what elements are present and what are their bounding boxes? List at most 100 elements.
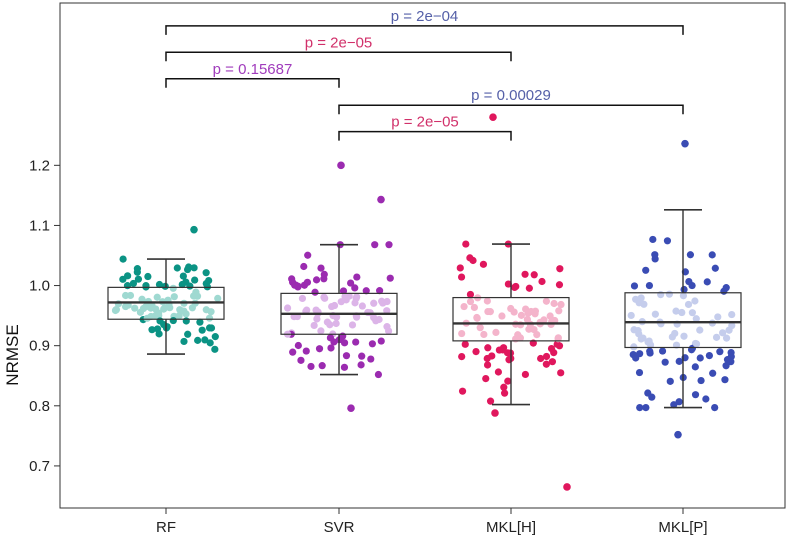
data-point <box>521 270 529 278</box>
data-point <box>466 297 475 306</box>
data-point <box>383 297 391 306</box>
data-point <box>644 389 652 397</box>
data-point <box>143 314 151 322</box>
data-point <box>691 297 699 305</box>
data-point <box>386 274 394 282</box>
bracket-line <box>165 25 684 35</box>
data-point <box>504 280 512 288</box>
x-axis: RF SVR MKL[H] MKL[P] <box>156 508 708 536</box>
y-tick-label: 0.7 <box>29 458 50 475</box>
data-point <box>367 355 375 363</box>
data-point <box>645 337 653 345</box>
data-point <box>531 310 539 318</box>
outlier-point <box>491 409 499 417</box>
data-point <box>457 273 466 281</box>
data-point <box>303 278 312 286</box>
data-point <box>317 264 325 272</box>
data-point <box>142 303 150 311</box>
data-point <box>557 300 565 309</box>
data-point <box>473 314 481 322</box>
data-point <box>340 339 349 347</box>
data-point <box>483 297 491 305</box>
data-point <box>678 308 686 317</box>
data-point <box>170 293 178 301</box>
y-tick-label: 1.1 <box>29 217 50 234</box>
data-point <box>697 376 705 385</box>
data-point <box>119 275 127 283</box>
x-tick-label: SVR <box>324 519 355 536</box>
data-point <box>348 321 357 329</box>
data-point <box>161 282 169 290</box>
data-point <box>538 277 546 286</box>
data-point <box>196 318 204 326</box>
data-point <box>651 310 659 318</box>
data-point <box>357 361 365 369</box>
data-point <box>206 339 214 347</box>
data-point <box>144 272 152 281</box>
data-point <box>488 352 496 360</box>
data-point <box>179 272 187 280</box>
data-point <box>458 387 467 395</box>
data-point <box>688 309 696 317</box>
data-point <box>374 370 383 379</box>
data-point <box>368 340 376 348</box>
box-MKL[P] <box>624 209 742 409</box>
jitter-points <box>111 235 736 412</box>
data-point <box>719 329 727 337</box>
bracket-line <box>165 51 512 62</box>
data-point <box>152 305 160 313</box>
data-point <box>214 294 222 302</box>
data-point <box>466 290 475 299</box>
data-point <box>721 376 729 384</box>
data-point <box>728 321 736 330</box>
data-point <box>205 276 213 285</box>
data-point <box>288 275 296 283</box>
data-point <box>679 292 688 300</box>
y-tick-label: 1.0 <box>29 278 50 295</box>
data-point <box>315 345 324 353</box>
p-value-label: p = 2e−04 <box>391 8 459 25</box>
comparison-bracket: p = 0.00029 <box>338 87 684 115</box>
data-point <box>714 313 722 321</box>
data-point <box>716 348 724 356</box>
data-point <box>164 302 173 310</box>
data-point <box>180 307 188 315</box>
iqr-box <box>624 292 742 349</box>
data-point <box>347 279 355 287</box>
data-point <box>472 348 480 356</box>
outlier-point <box>681 139 689 148</box>
data-point <box>703 278 711 286</box>
data-point <box>711 264 719 272</box>
data-point <box>323 318 332 326</box>
bracket-line <box>165 78 340 88</box>
data-point <box>169 316 177 325</box>
data-point <box>511 283 519 292</box>
data-point <box>178 280 186 289</box>
data-point <box>312 306 320 314</box>
data-point <box>202 306 210 314</box>
data-point <box>501 389 509 397</box>
data-point <box>211 333 219 341</box>
data-point <box>194 336 202 344</box>
data-point <box>191 276 199 284</box>
data-point <box>353 273 361 281</box>
data-point <box>460 302 468 311</box>
data-point <box>657 291 665 299</box>
data-point <box>466 254 474 262</box>
comparison-bracket: p = 2e−05 <box>165 34 512 62</box>
data-point <box>542 360 550 368</box>
data-point <box>630 282 639 290</box>
data-point <box>180 337 188 346</box>
data-point <box>458 352 466 361</box>
data-point <box>672 307 680 315</box>
data-point <box>111 306 120 315</box>
data-point <box>189 292 198 300</box>
data-point <box>138 295 146 303</box>
data-point <box>342 296 350 304</box>
comparison-bracket: p = 2e−05 <box>338 114 512 141</box>
data-point <box>727 358 735 366</box>
data-point <box>712 333 721 341</box>
data-point <box>362 287 370 295</box>
data-point <box>692 340 701 348</box>
data-point <box>680 332 688 340</box>
